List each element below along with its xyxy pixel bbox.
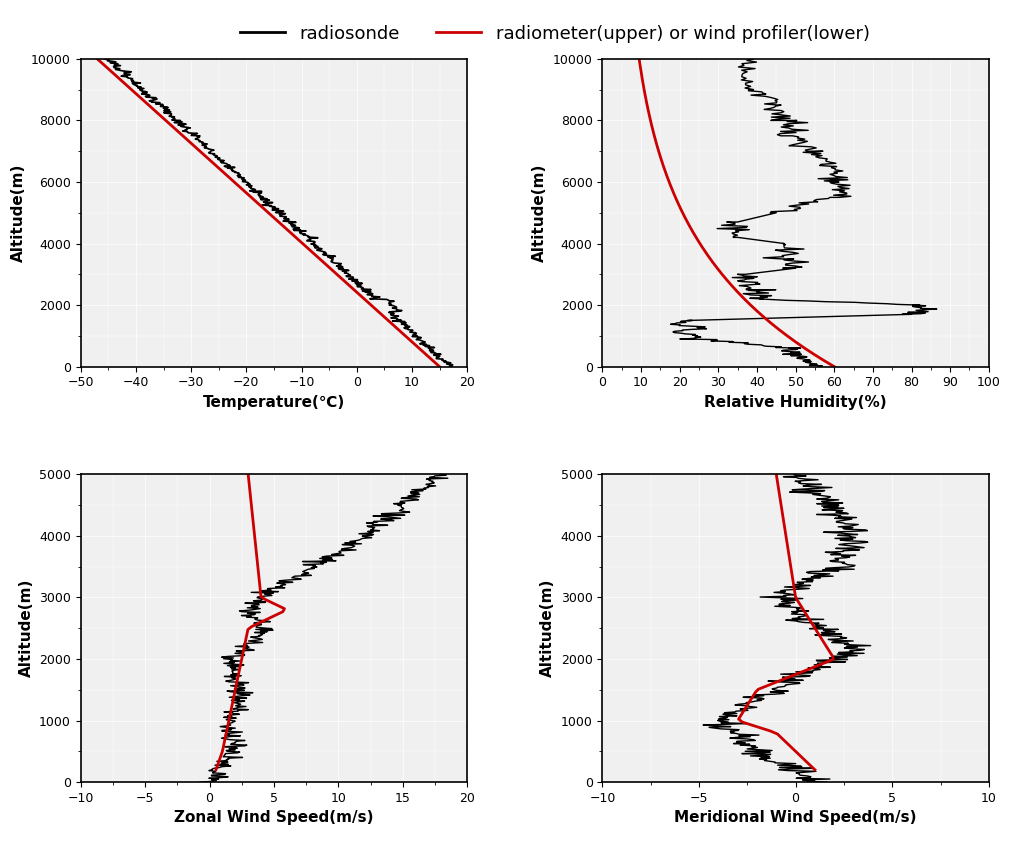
X-axis label: Relative Humidity(%): Relative Humidity(%) <box>704 395 887 410</box>
Y-axis label: Altitude(m): Altitude(m) <box>10 163 25 262</box>
X-axis label: Zonal Wind Speed(m/s): Zonal Wind Speed(m/s) <box>175 811 373 825</box>
Legend: radiosonde, radiometer(upper) or wind profiler(lower): radiosonde, radiometer(upper) or wind pr… <box>233 18 877 50</box>
Y-axis label: Altitude(m): Altitude(m) <box>532 163 547 262</box>
Y-axis label: Altitude(m): Altitude(m) <box>18 579 33 678</box>
Y-axis label: Altitude(m): Altitude(m) <box>540 579 555 678</box>
X-axis label: Temperature(℃): Temperature(℃) <box>203 395 345 410</box>
X-axis label: Meridional Wind Speed(m/s): Meridional Wind Speed(m/s) <box>674 811 917 825</box>
